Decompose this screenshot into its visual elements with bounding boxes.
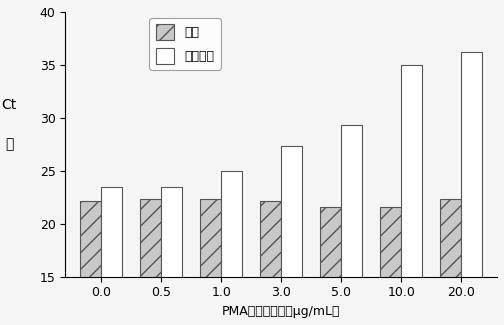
- Bar: [461, 52, 482, 325]
- Text: Ct: Ct: [2, 98, 17, 111]
- Legend: 活菌, 热灭活菌: 活菌, 热灭活菌: [149, 18, 221, 70]
- Bar: [440, 200, 461, 325]
- Bar: [281, 147, 302, 325]
- Bar: [101, 187, 122, 325]
- Bar: [401, 65, 422, 325]
- Bar: [380, 207, 401, 325]
- Bar: [341, 125, 362, 325]
- Bar: [320, 207, 341, 325]
- X-axis label: PMA质量浓度／（μg/mL）: PMA质量浓度／（μg/mL）: [222, 305, 340, 318]
- Bar: [200, 200, 221, 325]
- Bar: [140, 200, 161, 325]
- Bar: [80, 201, 101, 325]
- Bar: [221, 171, 242, 325]
- Text: 值: 值: [5, 137, 14, 151]
- Bar: [161, 187, 182, 325]
- Bar: [260, 201, 281, 325]
